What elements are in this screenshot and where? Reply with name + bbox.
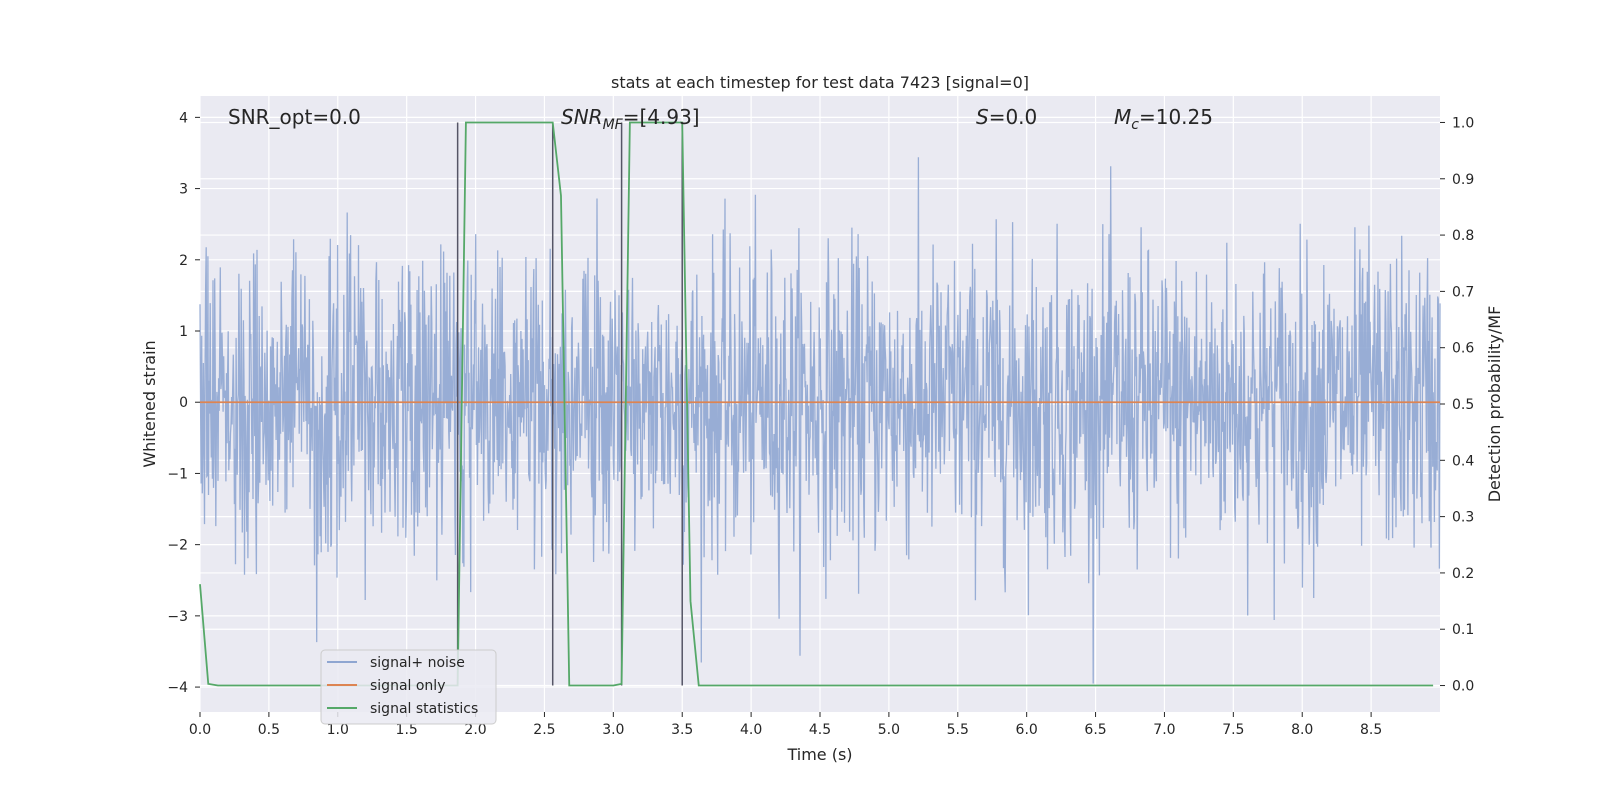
x-tick-label: 3.5 bbox=[671, 722, 693, 738]
x-tick-label: 7.0 bbox=[1153, 722, 1175, 738]
chart-title: stats at each timestep for test data 742… bbox=[611, 73, 1029, 92]
legend-label-signal-statistics: signal statistics bbox=[370, 701, 478, 717]
y-tick-label: 4 bbox=[179, 110, 188, 126]
y2-tick-label: 0.8 bbox=[1452, 228, 1474, 244]
y2-tick-label: 0.7 bbox=[1452, 284, 1474, 300]
legend: signal+ noise signal only signal statist… bbox=[320, 649, 497, 725]
y2-tick-label: 0.4 bbox=[1452, 453, 1474, 469]
x-tick-label: 2.0 bbox=[464, 722, 486, 738]
signal-statistics-series bbox=[199, 121, 1434, 687]
y-tick-label: −1 bbox=[167, 466, 188, 482]
y-axis-ticks: 4 3 2 1 0 −1 −2 −3 −4 bbox=[167, 110, 200, 696]
legend-label-signal-only: signal only bbox=[370, 678, 445, 694]
legend-box bbox=[320, 649, 497, 725]
annotation-mc-sub: c bbox=[1131, 117, 1139, 133]
annotation-mc-main: M bbox=[1114, 105, 1131, 129]
annotation-s-rest: =0.0 bbox=[989, 105, 1038, 129]
x-axis-label: Time (s) bbox=[786, 745, 852, 764]
annotation-s: S=0.0 bbox=[976, 105, 1037, 129]
annotation-mc-rest: =10.25 bbox=[1139, 105, 1213, 129]
x-tick-label: 0.5 bbox=[258, 722, 280, 738]
annotation-snr-mf-rest: =[4.93] bbox=[623, 105, 700, 129]
y-tick-label: −2 bbox=[167, 538, 188, 554]
vertical-lines bbox=[456, 122, 683, 686]
y2-tick-label: 0.0 bbox=[1452, 679, 1474, 695]
x-axis-ticks: 0.0 0.5 1.0 1.5 2.0 2.5 3.0 3.5 4.0 4.5 5.0 5.5 6.0 6… bbox=[189, 712, 1382, 738]
y-tick-label: −4 bbox=[167, 680, 188, 696]
annotation-s-main: S bbox=[976, 105, 989, 129]
x-tick-label: 8.0 bbox=[1291, 722, 1313, 738]
x-tick-label: 5.5 bbox=[947, 722, 969, 738]
annotation-mc: Mc=10.25 bbox=[1114, 105, 1213, 133]
y2-tick-label: 0.1 bbox=[1452, 622, 1474, 638]
x-tick-label: 8.5 bbox=[1360, 722, 1382, 738]
y-axis-label: Whitened strain bbox=[140, 340, 159, 467]
annotation-snr-mf: SNRMF=[4.93] bbox=[561, 105, 700, 133]
x-tick-label: 7.5 bbox=[1222, 722, 1244, 738]
signal-noise-series bbox=[199, 157, 1441, 684]
y-tick-label: 0 bbox=[179, 395, 188, 411]
x-tick-label: 4.5 bbox=[809, 722, 831, 738]
y2-tick-label: 0.9 bbox=[1452, 172, 1474, 188]
annotation-snr-mf-sub: MF bbox=[603, 117, 624, 133]
signal-noise-line bbox=[199, 157, 1441, 684]
y-tick-label: 1 bbox=[179, 324, 188, 340]
x-tick-label: 5.0 bbox=[878, 722, 900, 738]
y-tick-label: −3 bbox=[167, 609, 188, 625]
y2-tick-label: 0.6 bbox=[1452, 341, 1474, 357]
y2-axis-label: Detection probability/MF bbox=[1485, 306, 1504, 503]
x-tick-label: 4.0 bbox=[740, 722, 762, 738]
legend-label-signal-noise: signal+ noise bbox=[370, 655, 465, 671]
x-tick-label: 6.5 bbox=[1084, 722, 1106, 738]
x-tick-label: 2.5 bbox=[533, 722, 555, 738]
signal-statistics-line bbox=[199, 121, 1434, 687]
y-tick-label: 2 bbox=[179, 253, 188, 269]
y2-axis-ticks: 1.0 0.9 0.8 0.7 0.6 0.5 0.4 0.3 0.2 0.1 0.0 bbox=[1440, 115, 1474, 695]
y2-tick-label: 0.3 bbox=[1452, 510, 1474, 526]
y2-tick-label: 0.2 bbox=[1452, 566, 1474, 582]
x-tick-label: 3.0 bbox=[602, 722, 624, 738]
y2-tick-label: 0.5 bbox=[1452, 397, 1474, 413]
x-tick-label: 1.5 bbox=[396, 722, 418, 738]
x-tick-label: 1.0 bbox=[327, 722, 349, 738]
y-tick-label: 3 bbox=[179, 182, 188, 198]
x-tick-label: 0.0 bbox=[189, 722, 211, 738]
x-tick-label: 6.0 bbox=[1016, 722, 1038, 738]
annotation-snr-mf-main: SNR bbox=[561, 105, 603, 129]
y2-tick-label: 1.0 bbox=[1452, 115, 1474, 131]
annotation-snr-opt: SNR_opt=0.0 bbox=[228, 105, 361, 129]
